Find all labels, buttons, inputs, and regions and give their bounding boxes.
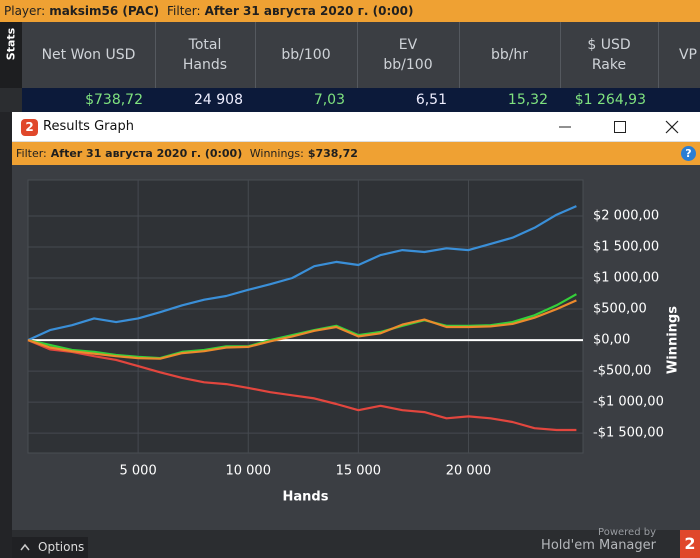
- options-button[interactable]: Options: [12, 537, 88, 558]
- column-header: bb/100: [255, 22, 358, 88]
- help-button[interactable]: ?: [681, 146, 696, 161]
- filter-label: Filter:: [167, 4, 201, 18]
- y-tick-label: $1 500,00: [593, 240, 659, 255]
- powered-by: Powered by: [598, 527, 656, 538]
- minimize-button[interactable]: [558, 120, 572, 134]
- filter-bar: Filter: After 31 августа 2020 г. (0:00) W…: [12, 142, 700, 165]
- filter-label: Filter:: [16, 147, 47, 160]
- player-name: maksim56 (PAC): [49, 4, 160, 18]
- filter-value: After 31 августа 2020 г. (0:00): [204, 4, 414, 18]
- background-window: [0, 112, 12, 558]
- stats-header: Net Won USD Total Hands bb/100 EV bb/100 bb/…: [22, 22, 700, 88]
- app-icon: 2: [21, 119, 38, 136]
- options-icon: [20, 543, 30, 551]
- column-header: $ USD Rake: [560, 22, 659, 88]
- column-header: EV bb/100: [357, 22, 460, 88]
- y-tick-label: -$500,00: [593, 364, 651, 379]
- player-label: Player:: [4, 4, 46, 18]
- y-axis-title: Winnings: [666, 306, 681, 374]
- x-tick-label: 15 000: [336, 464, 382, 479]
- y-tick-label: -$1 500,00: [593, 426, 664, 441]
- stats-tab[interactable]: Stats: [0, 22, 22, 88]
- stat-value: 6,51: [415, 92, 447, 108]
- plot-area: [27, 179, 584, 454]
- y-tick-label: $2 000,00: [593, 208, 659, 223]
- stat-value: $738,72: [85, 92, 143, 108]
- maximize-button[interactable]: [613, 120, 627, 134]
- window-title-bar: 2 Results Graph: [12, 112, 700, 142]
- series-line: [27, 339, 577, 432]
- winnings-label: Winnings:: [249, 147, 304, 160]
- close-button[interactable]: [665, 120, 679, 134]
- column-header: VP: [658, 22, 700, 88]
- x-axis-title: Hands: [283, 490, 329, 505]
- stat-value: 15,32: [507, 92, 548, 108]
- brand-logo: 2: [680, 530, 700, 558]
- series-line: [27, 205, 577, 342]
- y-tick-label: -$1 000,00: [593, 395, 664, 410]
- column-header: Total Hands: [155, 22, 256, 88]
- options-label[interactable]: Options: [38, 540, 85, 554]
- stats-row: $738,72 24 908 7,03 6,51 15,32 $1 264,93: [22, 88, 700, 112]
- results-graph: 5 000 10 000 15 000 20 000 $2 000,00 $1 500,0…: [12, 165, 700, 530]
- filter-value: After 31 августа 2020 г. (0:00): [50, 147, 243, 160]
- stat-value: $1 264,93: [574, 92, 646, 108]
- stat-value: 24 908: [194, 92, 243, 108]
- column-header: Net Won USD: [22, 22, 156, 88]
- brand-name: Hold'em Manager: [541, 538, 656, 553]
- column-header: bb/hr: [459, 22, 561, 88]
- x-tick-label: 5 000: [120, 464, 157, 479]
- y-tick-label: $0,00: [593, 333, 630, 348]
- stat-value: 7,03: [313, 92, 345, 108]
- window-title: Results Graph: [43, 119, 134, 134]
- stats-tab-label[interactable]: Stats: [4, 27, 18, 61]
- x-tick-label: 10 000: [225, 464, 271, 479]
- player-bar: Player: maksim56 (PAC) Filter: After 31 ав…: [0, 0, 700, 22]
- x-tick-label: 20 000: [446, 464, 492, 479]
- y-tick-label: $1 000,00: [593, 271, 659, 286]
- winnings-value: $738,72: [307, 147, 358, 160]
- series-line: [27, 299, 577, 360]
- y-tick-label: $500,00: [593, 302, 647, 317]
